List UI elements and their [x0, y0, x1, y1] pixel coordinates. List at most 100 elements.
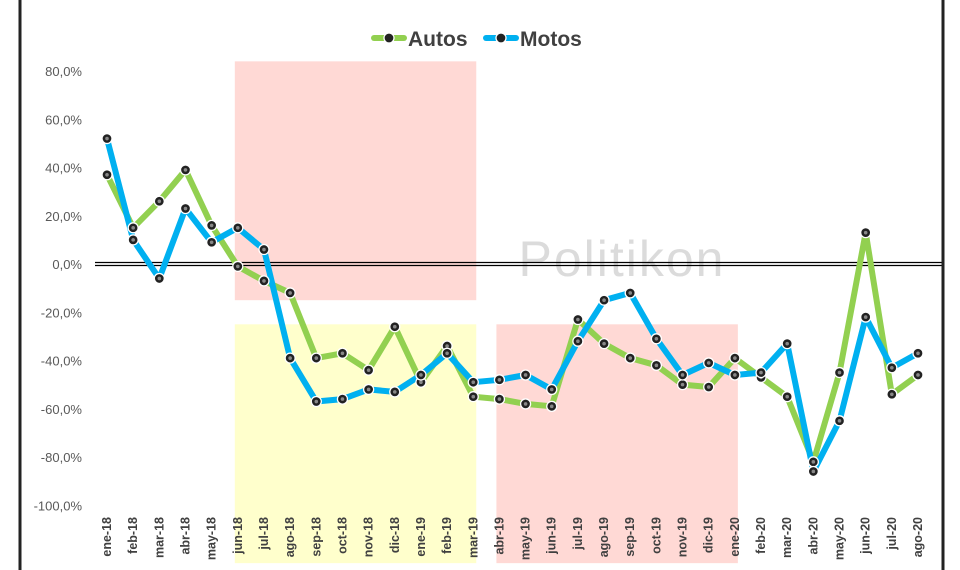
legend-marker-autos — [383, 32, 395, 44]
x-tick-label: dic-19 — [702, 517, 716, 553]
data-point-center-motos — [523, 373, 528, 377]
x-tick-label: dic-18 — [388, 517, 402, 553]
x-tick-label: abr-20 — [806, 517, 820, 555]
data-point-center-motos — [916, 351, 920, 356]
legend-marker-motos — [495, 32, 507, 44]
x-tick-label: nov-19 — [676, 517, 690, 557]
data-point-center-autos — [288, 291, 292, 295]
x-tick-label: ago-20 — [911, 517, 925, 557]
data-point-center-motos — [262, 247, 266, 252]
x-tick-label: may-19 — [519, 517, 533, 560]
data-point-center-motos — [785, 341, 789, 346]
y-tick-label: 60,0% — [45, 112, 82, 127]
axes: 80,0% 60,0% 40,0% 20,0% 0,0% -20,0% -40,0% -60,… — [34, 64, 942, 560]
x-tick-label: nov-18 — [362, 517, 376, 557]
data-point-center-motos — [157, 276, 162, 281]
data-point-center-motos — [183, 206, 188, 211]
data-point-center-autos — [706, 385, 711, 389]
x-tick-label: feb-18 — [126, 517, 140, 554]
x-tick-label: ago-19 — [597, 517, 611, 557]
data-point-center-motos — [471, 380, 476, 385]
data-point-center-autos — [262, 279, 266, 283]
x-tick-label: jul-18 — [257, 517, 271, 551]
x-tick-label: abr-19 — [492, 517, 506, 555]
data-point-center-autos — [236, 264, 240, 269]
x-tick-label: sep-18 — [309, 517, 323, 557]
data-point-center-motos — [680, 373, 685, 377]
x-tick-label: may-20 — [833, 517, 847, 560]
data-point-center-motos — [314, 399, 319, 404]
x-tick-label: mar-18 — [152, 517, 166, 558]
data-point-center-autos — [733, 356, 737, 360]
data-point-center-motos — [837, 419, 842, 423]
data-point-center-autos — [837, 370, 842, 375]
data-point-center-motos — [733, 373, 737, 377]
x-tick-label: ene-19 — [414, 517, 428, 557]
data-point-center-motos — [236, 226, 240, 230]
data-point-center-motos — [392, 390, 397, 394]
data-point-center-autos — [340, 351, 345, 356]
x-tick-label: feb-19 — [440, 517, 454, 554]
x-tick-label: jul-20 — [885, 517, 899, 551]
y-tick-label: -60,0% — [41, 402, 83, 417]
data-point-center-autos — [209, 223, 214, 228]
data-point-center-motos — [602, 298, 606, 302]
data-point-center-autos — [916, 373, 920, 377]
series-line-motos — [104, 135, 921, 475]
y-tick-label: -80,0% — [41, 450, 83, 465]
data-point-center-autos — [680, 382, 685, 387]
data-point-center-autos — [602, 341, 606, 346]
data-point-center-autos — [157, 199, 162, 204]
data-point-center-autos — [785, 394, 789, 399]
data-point-center-motos — [576, 339, 580, 344]
data-point-center-autos — [576, 317, 580, 322]
y-tick-label: 40,0% — [45, 161, 82, 176]
data-point-center-motos — [445, 351, 449, 356]
data-point-center-autos — [549, 404, 554, 409]
x-tick-label: mar-20 — [780, 517, 794, 558]
data-point-center-autos — [863, 230, 868, 235]
data-point-center-autos — [366, 368, 371, 372]
data-point-center-motos — [497, 378, 502, 382]
data-point-center-motos — [549, 387, 554, 392]
data-point-center-motos — [366, 387, 371, 392]
data-point-center-autos — [314, 356, 319, 360]
data-point-center-motos — [628, 291, 633, 295]
data-point-center-motos — [654, 336, 659, 341]
data-point-center-motos — [419, 373, 423, 377]
x-tick-label: jun-20 — [859, 517, 873, 555]
y-tick-label: 20,0% — [45, 209, 82, 224]
x-tick-label: jun-19 — [545, 517, 559, 555]
data-point-center-autos — [183, 168, 188, 172]
data-point-center-motos — [209, 240, 214, 245]
y-tick-label: -40,0% — [41, 354, 83, 369]
x-tick-label: oct-19 — [649, 517, 663, 554]
x-tick-label: may-18 — [205, 517, 219, 560]
data-point-center-motos — [706, 361, 711, 365]
x-tick-label: mar-19 — [466, 517, 480, 558]
y-tick-label: 0,0% — [52, 257, 82, 272]
data-point-center-autos — [811, 460, 816, 464]
legend-label-autos: Autos — [408, 28, 468, 51]
data-point-center-motos — [288, 356, 292, 360]
shaded-regions — [234, 61, 738, 564]
shaded-region-3 — [496, 324, 738, 564]
data-point-center-autos — [392, 324, 397, 329]
legend: Autos Motos — [371, 28, 582, 51]
data-point-center-autos — [131, 226, 135, 230]
plot-frame — [18, 0, 945, 570]
data-point-center-autos — [497, 397, 502, 401]
x-tick-label: ene-18 — [100, 517, 114, 557]
data-point-center-motos — [340, 397, 345, 401]
data-point-center-autos — [419, 380, 423, 385]
data-point-center-autos — [471, 394, 476, 399]
legend-label-motos: Motos — [520, 28, 582, 51]
x-tick-label: ene-20 — [728, 517, 742, 557]
data-point-center-motos — [863, 315, 868, 319]
data-point-center-autos — [445, 344, 449, 348]
shaded-region-1 — [234, 61, 477, 301]
x-tick-label: abr-18 — [178, 517, 192, 555]
data-point-center-autos — [654, 363, 659, 368]
